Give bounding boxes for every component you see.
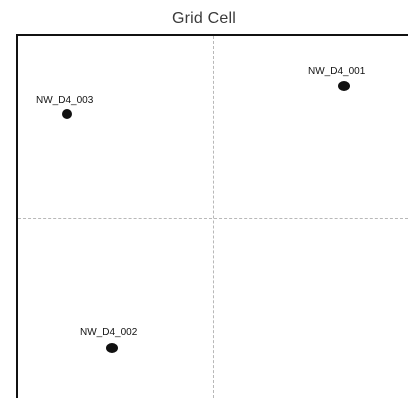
diagram-title: Grid Cell (171, 10, 237, 27)
point-label-nw-d4-002: NW_D4_002 (80, 327, 138, 338)
grid-cell-frame (16, 34, 408, 398)
point-marker-nw-d4-001 (338, 81, 350, 91)
point-label-nw-d4-003: NW_D4_003 (36, 95, 94, 106)
point-label-nw-d4-001: NW_D4_001 (308, 66, 366, 77)
point-marker-nw-d4-003 (62, 109, 72, 119)
horizontal-center-guide (18, 218, 408, 219)
vertical-center-guide (213, 36, 214, 398)
point-marker-nw-d4-002 (106, 343, 118, 353)
